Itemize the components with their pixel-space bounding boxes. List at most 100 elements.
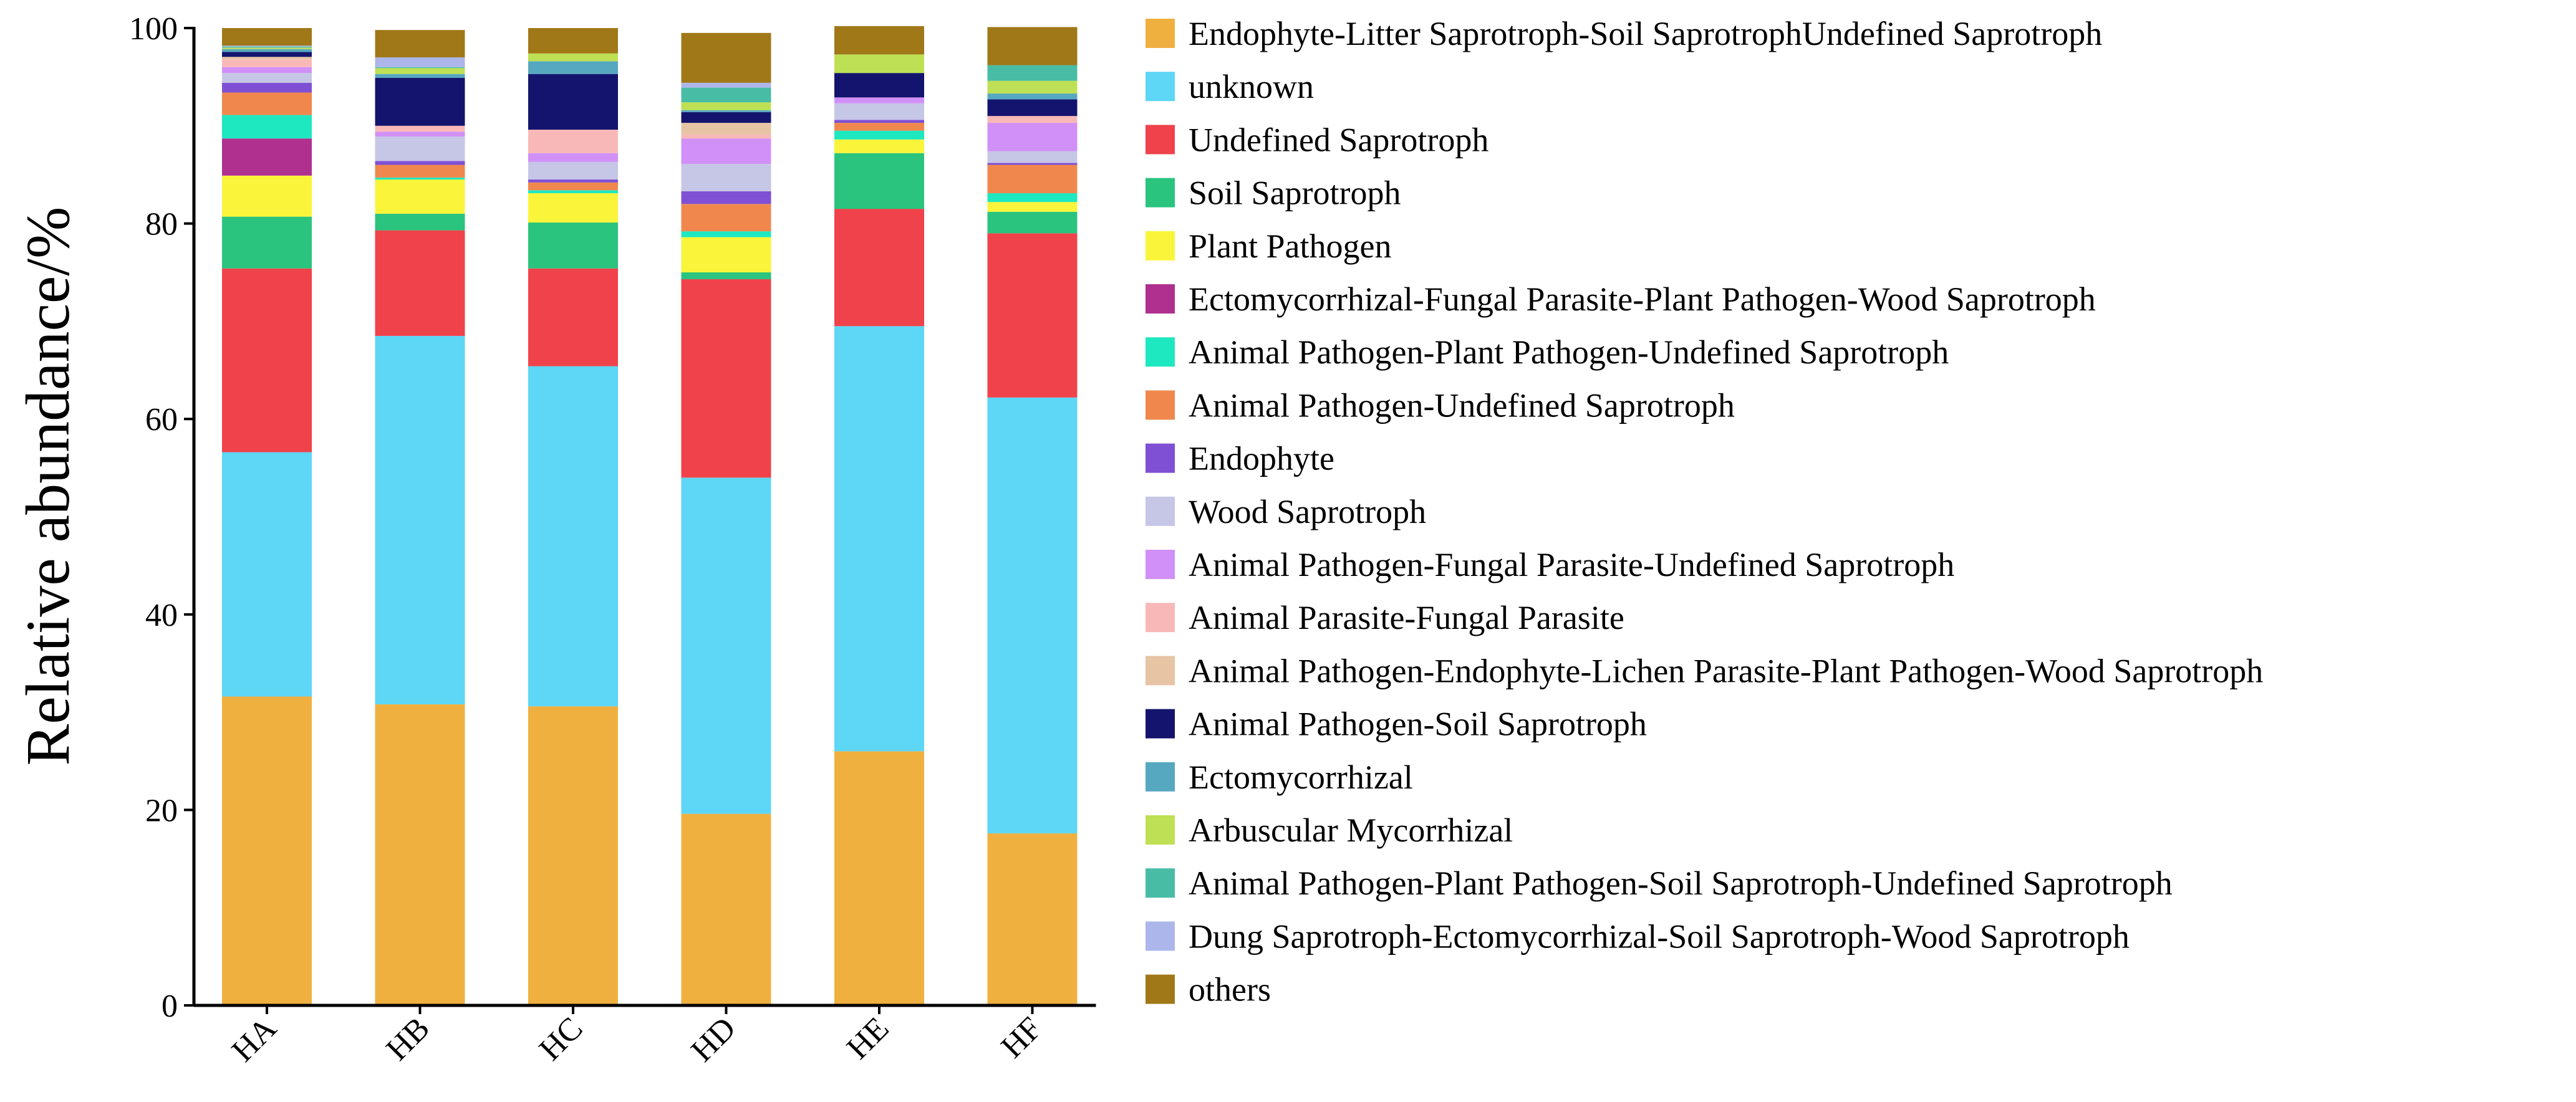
y-tick-label: 20 <box>145 793 178 828</box>
legend-item: Endophyte <box>1146 440 1334 477</box>
bar-segment-HF-8 <box>987 163 1078 165</box>
bar-segment-HD-0 <box>681 813 771 1005</box>
legend-label: Animal Parasite-Fungal Parasite <box>1189 599 1624 636</box>
bar-segment-HD-15 <box>681 102 771 110</box>
bar-segment-HD-6 <box>681 231 771 237</box>
bar-segment-HF-9 <box>987 151 1078 163</box>
bar-segment-HD-9 <box>681 163 771 191</box>
legend-item: Undefined Saprotroph <box>1146 121 1488 158</box>
legend-item: Animal Pathogen-Soil Saprotroph <box>1146 706 1647 743</box>
bar-segment-HD-16 <box>681 87 771 103</box>
legend-label: Ectomycorrhizal <box>1189 759 1413 796</box>
bar-segment-HE-3 <box>834 153 924 209</box>
bar-segment-HF-0 <box>987 833 1078 1005</box>
bar-segment-HB-0 <box>375 704 465 1005</box>
bar-segment-HA-8 <box>222 82 312 93</box>
bar-segment-HD-18 <box>681 32 771 83</box>
legend-swatch <box>1146 72 1175 102</box>
bar-segment-HC-0 <box>528 706 618 1005</box>
bar-segment-HB-13 <box>375 77 465 126</box>
bar-segment-HC-13 <box>528 74 618 130</box>
bar-segment-HF-10 <box>987 123 1078 151</box>
bar-segment-HC-14 <box>528 61 618 74</box>
y-axis-label: Relative abundance/% <box>13 207 82 766</box>
legend-swatch <box>1146 19 1175 48</box>
legend-item: Endophyte-Litter Saprotroph-Soil Saprotr… <box>1146 15 2102 52</box>
bar-segment-HB-18 <box>375 30 465 58</box>
legend-label: Animal Pathogen-Plant Pathogen-Undefined… <box>1189 333 1949 371</box>
legend-swatch <box>1146 550 1175 579</box>
bar-segment-HD-11 <box>681 134 771 139</box>
bar-segment-HF-6 <box>987 193 1078 203</box>
legend-label: unknown <box>1189 68 1314 105</box>
bar-segment-HA-11 <box>222 59 312 67</box>
legend-label: Dung Saprotroph-Ectomycorrhizal-Soil Sap… <box>1189 918 2130 955</box>
bar-segment-HA-10 <box>222 67 312 74</box>
bar-segment-HC-3 <box>528 223 618 269</box>
legend-label: Undefined Saprotroph <box>1189 121 1488 158</box>
bar-segment-HB-17 <box>375 57 465 67</box>
legend-swatch <box>1146 815 1175 845</box>
bar-segment-HF-4 <box>987 202 1078 212</box>
legend-label: Endophyte <box>1189 440 1334 477</box>
legend-label: Endophyte-Litter Saprotroph-Soil Saprotr… <box>1189 15 2102 52</box>
bar-segment-HB-4 <box>375 180 465 214</box>
bar-segment-HE-15 <box>834 54 924 74</box>
legend-item: Arbuscular Mycorrhizal <box>1146 812 1513 849</box>
bar-segment-HE-4 <box>834 139 924 153</box>
legend-swatch <box>1146 231 1175 261</box>
bar-segment-HE-6 <box>834 130 924 140</box>
bar-segment-HA-2 <box>222 268 312 453</box>
legend-label: Arbuscular Mycorrhizal <box>1189 812 1513 849</box>
bar-segment-HA-5 <box>222 138 312 176</box>
bar-segment-HC-7 <box>528 182 618 191</box>
legend-swatch <box>1146 390 1175 420</box>
legend: Endophyte-Litter Saprotroph-Soil Saprotr… <box>1146 15 2263 1009</box>
bar-segment-HE-13 <box>834 73 924 98</box>
bar-segment-HA-0 <box>222 696 312 1005</box>
legend-swatch <box>1146 603 1175 633</box>
bar-segment-HB-9 <box>375 137 465 161</box>
bar-segment-HB-8 <box>375 161 465 165</box>
bar-segment-HD-14 <box>681 110 771 112</box>
bar-segment-HD-3 <box>681 272 771 279</box>
bar-segment-HA-14 <box>222 49 312 52</box>
bar-segment-HF-1 <box>987 397 1078 834</box>
legend-label: Soil Saprotroph <box>1189 175 1401 212</box>
legend-swatch <box>1146 178 1175 208</box>
bar-segment-HC-1 <box>528 366 618 707</box>
bar-segment-HB-10 <box>375 132 465 137</box>
bar-segment-HB-16 <box>375 67 465 69</box>
x-tick-label: HF <box>995 1010 1049 1065</box>
legend-item: Dung Saprotroph-Ectomycorrhizal-Soil Sap… <box>1146 918 2130 955</box>
bar-segment-HA-16 <box>222 46 312 48</box>
bar-segment-HB-7 <box>375 165 465 178</box>
legend-label: Plant Pathogen <box>1189 228 1391 265</box>
legend-label: Wood Saprotroph <box>1189 493 1426 530</box>
bar-segment-HC-11 <box>528 130 618 153</box>
bar-segment-HF-16 <box>987 65 1078 81</box>
y-tick-label: 40 <box>145 598 178 633</box>
bar-segment-HC-4 <box>528 193 618 223</box>
bar-segment-HD-1 <box>681 477 771 814</box>
bar-segment-HB-2 <box>375 230 465 336</box>
x-tick-label: HB <box>380 1010 437 1067</box>
bar-segment-HF-14 <box>987 93 1078 100</box>
bar-segment-HB-15 <box>375 68 465 74</box>
bar-segment-HB-14 <box>375 74 465 78</box>
bar-segment-HD-10 <box>681 138 771 164</box>
bar-segment-HA-15 <box>222 47 312 49</box>
bar-segment-HE-0 <box>834 751 924 1005</box>
bar-segment-HF-18 <box>987 27 1078 65</box>
legend-item: Animal Pathogen-Undefined Saprotroph <box>1146 386 1735 424</box>
bar-segment-HF-2 <box>987 233 1078 398</box>
legend-swatch <box>1146 496 1175 526</box>
legend-label: others <box>1189 971 1271 1009</box>
bars-layer <box>222 26 1078 1005</box>
bar-segment-HE-1 <box>834 326 924 752</box>
bar-segment-HE-7 <box>834 123 924 131</box>
legend-item: others <box>1146 971 1271 1009</box>
legend-label: Animal Pathogen-Endophyte-Lichen Parasit… <box>1189 652 2263 689</box>
legend-item: Animal Pathogen-Endophyte-Lichen Parasit… <box>1146 652 2263 689</box>
